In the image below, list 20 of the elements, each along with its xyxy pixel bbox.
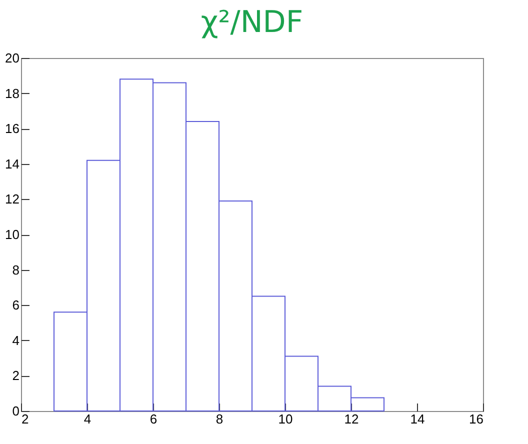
y-tick-label: 8 <box>12 262 20 278</box>
x-tick-label: 8 <box>216 412 224 426</box>
x-tick-label: 4 <box>84 412 92 426</box>
y-tick-label: 16 <box>5 121 20 136</box>
x-tick-label: 2 <box>22 412 29 426</box>
y-tick-label: 14 <box>5 156 20 172</box>
y-tick-label: 6 <box>12 298 20 313</box>
x-tick-label: 12 <box>344 412 359 426</box>
x-tick-label: 14 <box>410 412 425 426</box>
y-tick-label: 10 <box>5 227 20 242</box>
x-tick-label: 16 <box>469 412 484 426</box>
y-tick-label: 12 <box>5 192 20 207</box>
x-tick-label: 10 <box>278 412 293 426</box>
y-tick-label: 18 <box>5 86 20 101</box>
y-tick-label: 2 <box>12 368 20 384</box>
chart-title: χ²/NDF <box>200 5 304 40</box>
y-tick-label: 20 <box>5 50 20 66</box>
x-tick-label: 6 <box>150 412 158 426</box>
y-tick-label: 0 <box>12 404 20 418</box>
y-tick-label: 4 <box>12 332 20 348</box>
